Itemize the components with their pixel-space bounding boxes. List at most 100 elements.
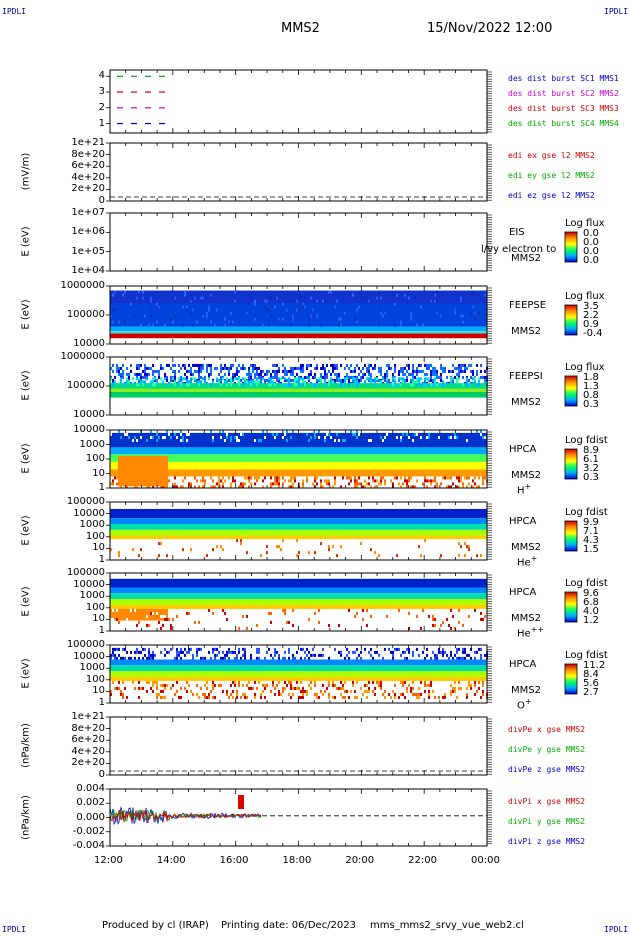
spectrogram-pixel — [114, 308, 116, 312]
spectrogram-pixel — [348, 656, 350, 660]
spectrogram-pixel — [426, 695, 428, 699]
spectrogram-pixel — [240, 485, 242, 489]
y-tick-label: 1 — [98, 697, 105, 708]
spectrogram-pixel — [212, 656, 214, 660]
spectrogram-pixel — [136, 430, 138, 433]
spectrogram-pixel — [276, 375, 278, 379]
spectrogram-pixel — [220, 436, 222, 439]
spectrogram-pixel — [312, 383, 314, 387]
spectrogram-pixel — [416, 369, 418, 373]
spectrogram-pixel — [380, 650, 382, 654]
spectrogram-pixel — [446, 617, 448, 621]
spectrogram-pixel — [278, 653, 280, 657]
spectrogram-pixel — [138, 680, 140, 684]
spectrogram-pixel — [318, 436, 320, 439]
spectrogram-pixel — [142, 290, 144, 294]
spectrogram-pixel — [256, 383, 258, 387]
spectrogram-pixel — [432, 695, 434, 699]
spectrogram-pixel — [378, 623, 380, 627]
spectrogram-pixel — [110, 650, 112, 654]
spectrogram-pixel — [190, 545, 192, 549]
spectrogram-pixel — [468, 680, 470, 684]
spectrogram-pixel — [280, 626, 282, 630]
y-tick-label: 8e+20 — [71, 148, 105, 160]
spectrogram-pixel — [240, 366, 242, 370]
spectrogram-pixel — [294, 680, 296, 684]
spectrogram-pixel — [174, 375, 176, 379]
spectrogram-pixel — [272, 375, 274, 379]
spectrogram-pixel — [464, 476, 466, 480]
instrument-spacecraft: MMS2 — [511, 397, 541, 408]
spectrogram-pixel — [362, 296, 364, 300]
spectrogram-pixel — [262, 653, 264, 657]
spectrogram-pixel — [412, 383, 414, 387]
spectrogram-pixel — [356, 375, 358, 379]
spectrogram-pixel — [116, 647, 118, 651]
spectrogram-pixel — [368, 369, 370, 373]
spectrogram-pixel — [380, 686, 382, 690]
y-tick-label: 0.002 — [76, 797, 105, 809]
spectrogram-pixel — [252, 380, 254, 384]
spectrogram-pixel — [226, 366, 228, 370]
spectrogram-pixel — [248, 476, 250, 480]
spectrogram-pixel — [378, 683, 380, 687]
spectrogram-pixel — [474, 380, 476, 384]
spectrogram-pixel — [462, 363, 464, 367]
spectrogram-pixel — [188, 692, 190, 696]
spectrogram-pixel — [190, 311, 192, 315]
spectrogram-pixel — [418, 363, 420, 367]
spectrogram-pixel — [306, 433, 308, 436]
spectrogram-pixel — [114, 653, 116, 657]
spectrogram-pixel — [450, 653, 452, 657]
spectrogram-pixel — [294, 476, 296, 480]
spectrogram-pixel — [374, 366, 376, 370]
colorbar-value: 5.6 — [583, 678, 599, 689]
spectrogram-pixel — [466, 620, 468, 624]
spectrogram-pixel — [112, 383, 114, 387]
spectrogram-pixel — [214, 647, 216, 651]
spectrogram-pixel — [424, 377, 426, 381]
spectrogram-pixel — [110, 647, 112, 651]
spectrogram-pixel — [218, 476, 220, 480]
spectrogram-pixel — [402, 372, 404, 376]
spectrogram-pixel — [382, 314, 384, 318]
spectrogram-pixel — [292, 476, 294, 480]
spectrogram-pixel — [460, 314, 462, 318]
spectrogram-pixel — [194, 476, 196, 480]
spectrogram-pixel — [208, 608, 210, 612]
spectrogram-pixel — [284, 366, 286, 370]
spectrogram-pixel — [226, 383, 228, 387]
spectrogram-pixel — [162, 430, 164, 433]
spectrogram-pixel — [142, 554, 144, 558]
spectrogram-pixel — [198, 680, 200, 684]
y-axis-label: (nPa/km) — [20, 723, 32, 768]
spectrogram-pixel — [288, 380, 290, 384]
spectrogram-pixel — [212, 485, 214, 489]
spectrogram-pixel — [410, 689, 412, 693]
spectrogram-pixel — [368, 299, 370, 303]
spectrogram-pixel — [184, 647, 186, 651]
spectrogram-pixel — [254, 650, 256, 654]
spectrogram-pixel — [254, 686, 256, 690]
spectrogram-pixel — [248, 372, 250, 376]
y-tick-label: 10000 — [73, 507, 105, 519]
spectrogram-pixel — [218, 479, 220, 483]
spectrogram-pixel — [190, 372, 192, 376]
spectrogram-pixel — [328, 380, 330, 384]
spectrogram-pixel — [176, 689, 178, 693]
spectrogram-pixel — [472, 623, 474, 627]
spectrogram-pixel — [198, 383, 200, 387]
spectrogram-pixel — [294, 692, 296, 696]
spectrogram-pixel — [354, 485, 356, 489]
spectrogram-pixel — [274, 653, 276, 657]
spectrogram-pixel — [258, 380, 260, 384]
spectrogram-pixel — [356, 680, 358, 684]
spectrogram-pixel — [384, 311, 386, 315]
spectrogram-pixel — [328, 683, 330, 687]
spectrogram-pixel — [348, 680, 350, 684]
spectrogram-pixel — [352, 650, 354, 654]
spectrogram-pixel — [354, 383, 356, 387]
footer-printing-date: Printing date: 06/Dec/2023 — [221, 920, 357, 931]
spectrogram-pixel — [194, 377, 196, 381]
spectrogram-pixel — [322, 647, 324, 651]
